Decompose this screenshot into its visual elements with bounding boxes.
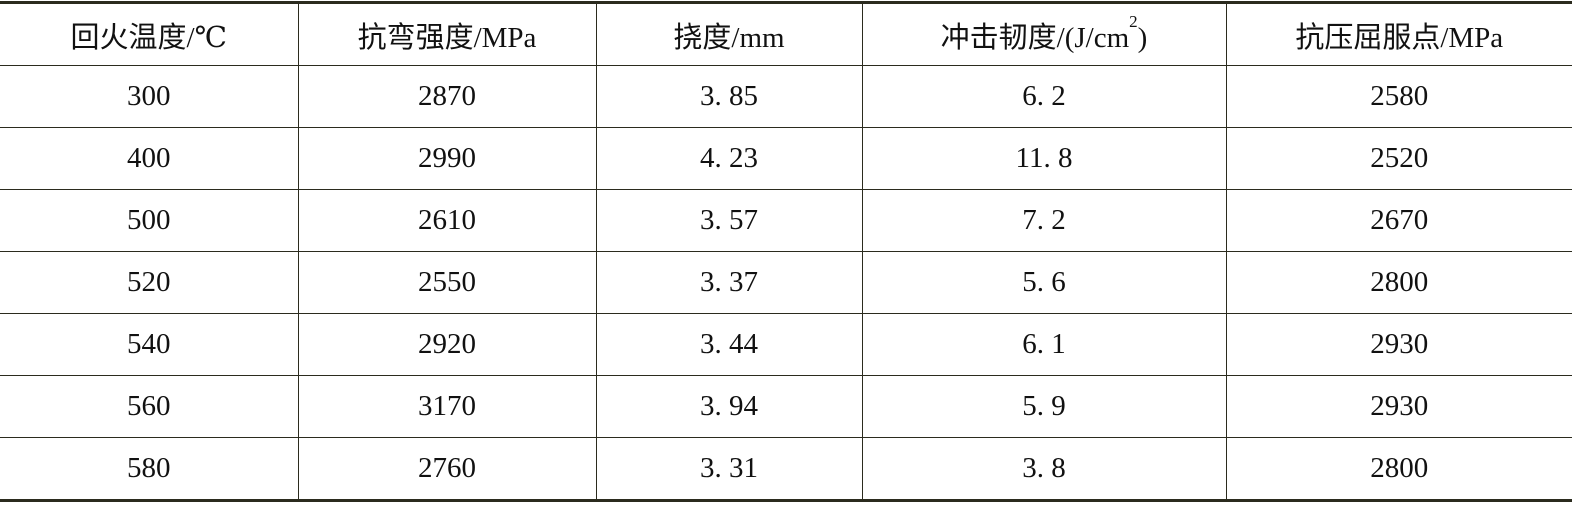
- table-cell: 520: [0, 251, 299, 314]
- table-cell: 3. 94: [595, 375, 863, 438]
- table-cell: 3. 8: [861, 437, 1227, 502]
- table-cell: 3170: [297, 375, 597, 438]
- table-cell: 2550: [297, 251, 597, 314]
- table-row: 520 2550 3. 37 5. 6 2800: [0, 251, 1572, 314]
- header-compressive-yield: 抗压屈服点/MPa: [1225, 1, 1572, 66]
- table-cell: 4. 23: [595, 127, 863, 190]
- table-cell: 3. 44: [595, 313, 863, 376]
- table-cell: 580: [0, 437, 299, 502]
- table-cell: 7. 2: [861, 189, 1227, 252]
- table-cell: 2990: [297, 127, 597, 190]
- table-cell: 6. 2: [861, 65, 1227, 128]
- table-cell: 6. 1: [861, 313, 1227, 376]
- header-impact-toughness-text: 冲击韧度/(J/cm: [940, 21, 1130, 54]
- table-cell: 2670: [1225, 189, 1572, 252]
- table-cell: 3. 85: [595, 65, 863, 128]
- table-row: 580 2760 3. 31 3. 8 2800: [0, 437, 1572, 502]
- table-cell: 400: [0, 127, 299, 190]
- table-row: 540 2920 3. 44 6. 1 2930: [0, 313, 1572, 376]
- table-cell: 3. 57: [595, 189, 863, 252]
- table-cell: 2760: [297, 437, 597, 502]
- table-cell: 2610: [297, 189, 597, 252]
- table-cell: 3. 31: [595, 437, 863, 502]
- table-row: 400 2990 4. 23 11. 8 2520: [0, 127, 1572, 190]
- table-cell: 500: [0, 189, 299, 252]
- header-tempering-temperature: 回火温度/℃: [0, 1, 299, 66]
- table-cell: 2930: [1225, 313, 1572, 376]
- table-row: 560 3170 3. 94 5. 9 2930: [0, 375, 1572, 438]
- table-cell: 2580: [1225, 65, 1572, 128]
- header-bending-strength: 抗弯强度/MPa: [297, 1, 597, 66]
- table-cell: 11. 8: [861, 127, 1227, 190]
- table-cell: 5. 6: [861, 251, 1227, 314]
- table-cell: 3. 37: [595, 251, 863, 314]
- header-deflection: 挠度/mm: [595, 1, 863, 66]
- table-row: 300 2870 3. 85 6. 2 2580: [0, 65, 1572, 128]
- table-cell: 2800: [1225, 251, 1572, 314]
- table-cell: 560: [0, 375, 299, 438]
- table-cell: 2870: [297, 65, 597, 128]
- table-cell: 300: [0, 65, 299, 128]
- table-row: 500 2610 3. 57 7. 2 2670: [0, 189, 1572, 252]
- table-cell: 2920: [297, 313, 597, 376]
- table-cell: 2800: [1225, 437, 1572, 502]
- table-cell: 2930: [1225, 375, 1572, 438]
- table-cell: 5. 9: [861, 375, 1227, 438]
- header-impact-toughness: 冲击韧度/(J/cm2): [861, 1, 1227, 66]
- table-cell: 2520: [1225, 127, 1572, 190]
- header-superscript: 2: [1129, 11, 1138, 31]
- header-suffix: ): [1137, 21, 1148, 54]
- header-row: 回火温度/℃ 抗弯强度/MPa 挠度/mm 冲击韧度/(J/cm2) 抗压屈服点…: [0, 1, 1572, 66]
- table-cell: 540: [0, 313, 299, 376]
